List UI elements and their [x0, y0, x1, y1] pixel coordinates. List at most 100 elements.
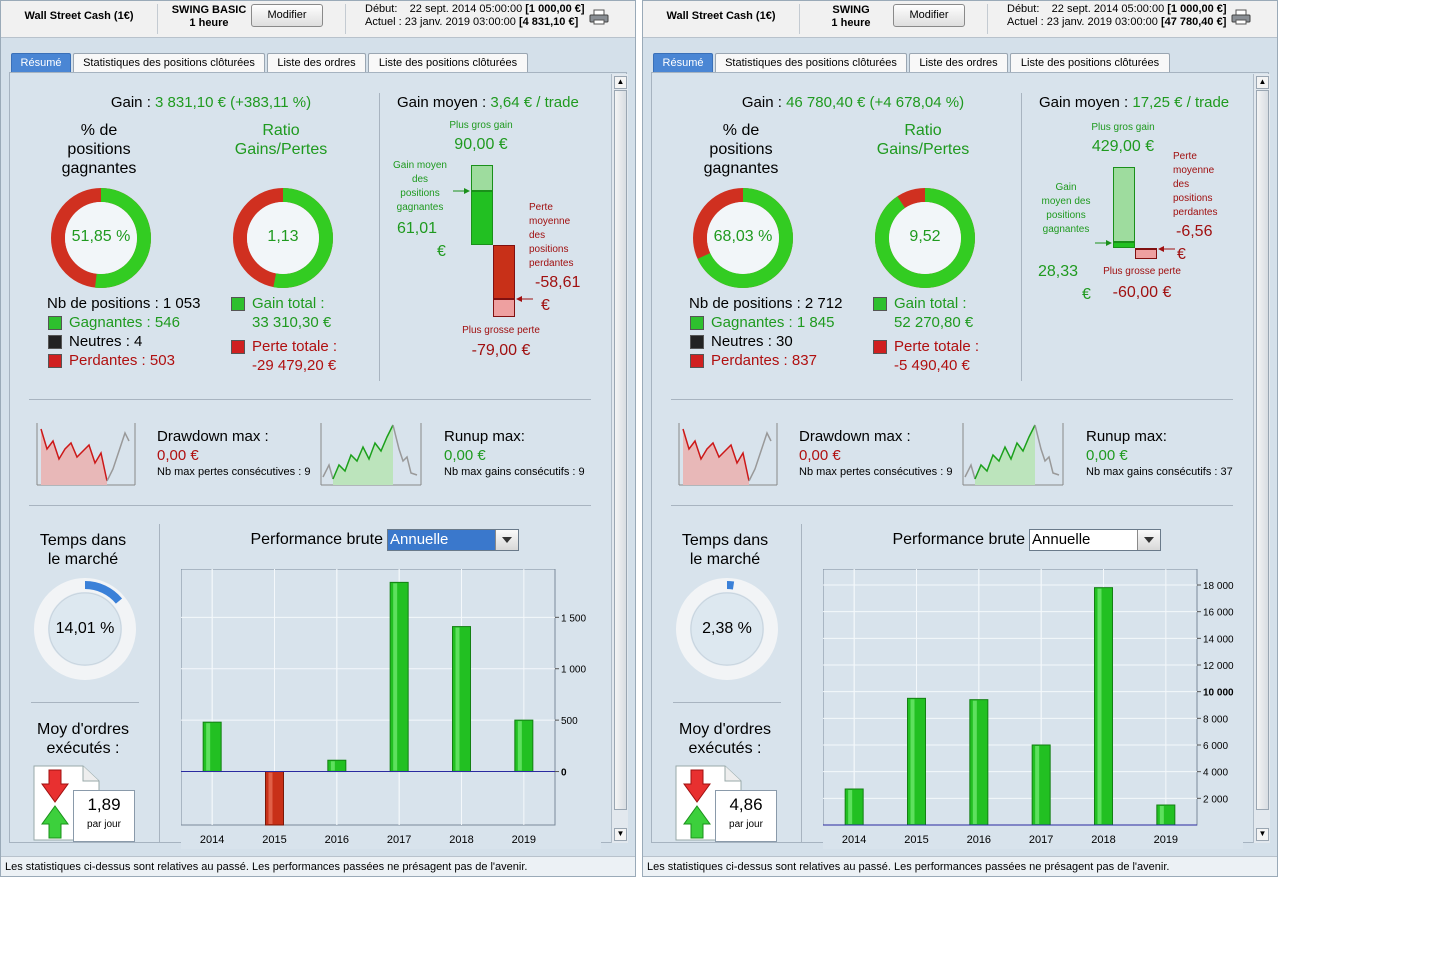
tab-order-list[interactable]: Liste des ordres — [909, 53, 1008, 72]
current-capital: [4 831,10 €] — [518, 16, 579, 28]
runup-label: Runup max: — [1086, 428, 1167, 445]
backtest-report-window: Wall Street Cash (1€) SWING BASIC 1 heure… — [0, 0, 636, 877]
period-select-value: Annuelle — [1032, 531, 1091, 548]
y-tick-label: 500 — [561, 716, 578, 727]
header-divider — [345, 4, 346, 34]
y-tick-label: 16 000 — [1203, 608, 1234, 619]
vertical-scrollbar[interactable]: ▲ ▼ — [611, 74, 628, 843]
period-select[interactable]: Annuelle — [1029, 529, 1161, 551]
current-label: Actuel : — [365, 16, 402, 28]
x-tick-label: 2017 — [1029, 834, 1053, 846]
x-tick-label: 2018 — [449, 834, 473, 846]
scrollbar-thumb[interactable] — [1256, 90, 1269, 810]
tab-resume[interactable]: Résumé — [11, 53, 71, 72]
drawdown-label: Drawdown max : — [799, 428, 911, 445]
chart-bar-highlight — [393, 583, 398, 771]
biggest-gain-bar — [471, 165, 493, 191]
disclaimer-text: Les statistiques ci-dessus sont relative… — [5, 861, 528, 873]
scroll-up-icon[interactable]: ▲ — [614, 76, 627, 89]
strategy-name: SWING 1 heure — [831, 4, 871, 29]
avg-win-value: 28,33 — [1038, 263, 1079, 280]
start-capital: [1 000,00 €] — [525, 3, 585, 15]
total-loss-value: -5 490,40 € — [894, 357, 970, 374]
avg-loss-label: Perte moyenne des positions perdantes — [1173, 151, 1218, 218]
ratio-donut — [233, 188, 333, 288]
performance-chart: 2 000 4 000 6 000 8 000 10 000 12 000 14 000 16… — [822, 568, 1243, 849]
biggest-gain-value: 429,00 € — [1091, 138, 1155, 155]
section-divider — [159, 524, 160, 842]
biggest-loss-bar — [493, 299, 515, 317]
biggest-loss-value: -60,00 € — [1112, 284, 1172, 301]
total-gain-label: Gain total : — [252, 295, 325, 312]
modify-button[interactable]: Modifier — [893, 4, 965, 27]
instrument-name: Wall Street Cash (1€) — [24, 10, 134, 22]
neutral-count: Neutres : 30 — [711, 333, 793, 350]
avg-orders-title: Moy d'ordres exécutés : — [37, 721, 129, 757]
modify-button[interactable]: Modifier — [251, 4, 323, 27]
section-divider — [31, 702, 139, 703]
period-select[interactable]: Annuelle — [387, 529, 519, 551]
tab-closed-position-list[interactable]: Liste des positions clôturées — [368, 53, 528, 72]
total-gain-swatch — [231, 297, 245, 311]
print-icon[interactable] — [1231, 9, 1251, 25]
section-divider — [379, 93, 380, 381]
chart-bar — [389, 581, 409, 773]
chart-bar-highlight — [848, 790, 853, 824]
avg-win-currency: € — [437, 243, 446, 260]
tab-closed-position-stats[interactable]: Statistiques des positions clôturées — [715, 53, 907, 72]
max-consecutive-gains: Nb max gains consécutifs : 37 — [1086, 466, 1233, 478]
tab-closed-position-stats[interactable]: Statistiques des positions clôturées — [73, 53, 265, 72]
runup-value: 0,00 € — [444, 447, 486, 464]
tab-order-list[interactable]: Liste des ordres — [267, 53, 366, 72]
losers-count: Perdantes : 503 — [69, 352, 175, 369]
neutral-swatch — [690, 335, 704, 349]
avg-win-label: Gain moyen des positions gagnantes — [1041, 182, 1091, 235]
scroll-up-icon[interactable]: ▲ — [1256, 76, 1269, 89]
donut-center — [707, 202, 779, 274]
gauge-center — [48, 592, 122, 666]
x-tick-label: 2019 — [1154, 834, 1178, 846]
donut-win-arc — [875, 188, 975, 288]
header-divider — [799, 4, 800, 34]
header-divider — [157, 4, 158, 34]
arrow-right-icon — [464, 188, 470, 194]
tab-closed-position-list[interactable]: Liste des positions clôturées — [1010, 53, 1170, 72]
chart-bar — [514, 719, 534, 773]
period-select-value: Annuelle — [388, 530, 496, 550]
y-tick-label: 10 000 — [1203, 688, 1234, 699]
print-icon[interactable] — [589, 9, 609, 25]
winning-pct-value: 68,03 % — [713, 228, 773, 245]
ratio-donut — [875, 188, 975, 288]
gauge-center — [690, 592, 764, 666]
time-in-market-gauge — [34, 578, 136, 680]
winners-count: Gagnantes : 546 — [69, 314, 180, 331]
chart-bar — [907, 697, 926, 826]
y-tick-label: 4 000 — [1203, 768, 1228, 779]
biggest-gain-label: Plus gros gain — [1091, 122, 1155, 133]
donut-win-arc — [693, 188, 793, 288]
drawdown-value: 0,00 € — [799, 447, 841, 464]
scroll-down-icon[interactable]: ▼ — [1256, 828, 1269, 841]
report-header: Wall Street Cash (1€) SWING 1 heure Modif… — [643, 1, 1277, 38]
chevron-down-icon[interactable] — [495, 530, 518, 550]
biggest-loss-value: -79,00 € — [471, 342, 531, 359]
buy-arrow-icon — [683, 805, 711, 839]
avg-loss-value: -6,56 — [1176, 223, 1213, 240]
vertical-scrollbar[interactable]: ▲ ▼ — [1253, 74, 1270, 843]
tab-resume[interactable]: Résumé — [653, 53, 713, 72]
avg-loss-value: -58,61 — [535, 274, 581, 291]
pointer-arrows — [1095, 240, 1175, 252]
chevron-down-icon[interactable] — [1137, 530, 1160, 550]
performance-label: Performance brute — [892, 531, 1025, 548]
chart-bar — [844, 788, 864, 826]
donut-win-arc — [233, 188, 333, 288]
chart-bar — [1094, 587, 1113, 826]
chart-bar-highlight — [1159, 806, 1164, 824]
scroll-down-icon[interactable]: ▼ — [614, 828, 627, 841]
scrollbar-thumb[interactable] — [614, 90, 627, 810]
winning-pct-value: 51,85 % — [71, 228, 131, 245]
chart-bar-highlight — [1035, 746, 1040, 824]
x-tick-label: 2019 — [512, 834, 536, 846]
neutral-swatch — [48, 335, 62, 349]
avg-win-value: 61,01 — [397, 220, 438, 237]
